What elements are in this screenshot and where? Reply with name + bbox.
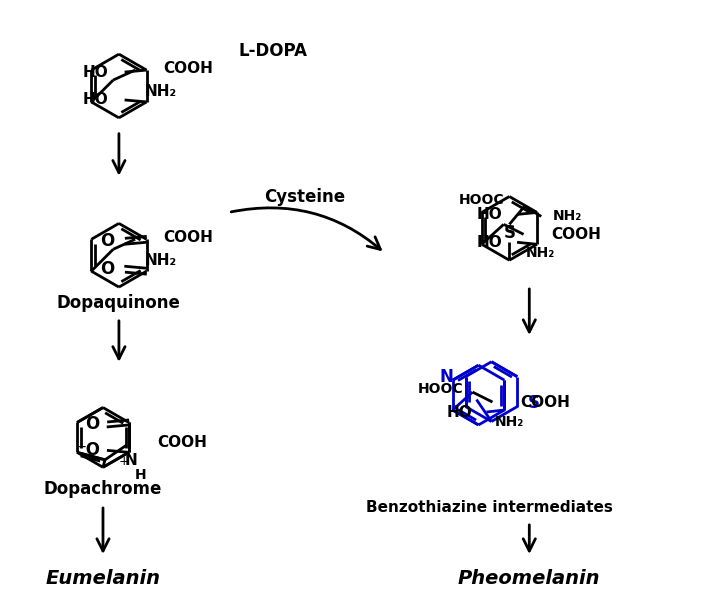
Text: NH₂: NH₂ [145,84,177,99]
Text: N: N [440,368,453,386]
Text: HO: HO [83,65,109,79]
Text: L-DOPA: L-DOPA [238,42,307,60]
Text: NH₂: NH₂ [494,415,524,429]
Text: +: + [119,455,129,468]
Text: Dopaquinone: Dopaquinone [57,294,181,312]
Text: ⁻O: ⁻O [78,442,101,459]
Text: Benzothiazine intermediates: Benzothiazine intermediates [366,499,613,515]
Text: NH₂: NH₂ [553,210,583,223]
Text: O: O [101,232,115,250]
Text: NH₂: NH₂ [526,246,555,260]
Text: COOH: COOH [520,395,570,410]
Text: HOOC: HOOC [418,382,463,395]
Text: Pheomelanin: Pheomelanin [458,569,600,589]
Text: HO: HO [447,405,472,419]
Text: Cysteine: Cysteine [264,189,346,207]
Text: H: H [135,468,146,482]
Text: O: O [85,416,99,434]
Text: HO: HO [477,235,502,250]
Text: Eumelanin: Eumelanin [46,569,160,589]
Text: HOOC: HOOC [459,194,504,207]
Text: HO: HO [83,92,109,108]
Text: COOH: COOH [551,227,601,242]
Text: COOH: COOH [157,435,207,450]
Text: O: O [101,260,115,278]
Text: COOH: COOH [163,61,213,76]
Text: HO: HO [477,207,502,222]
Text: COOH: COOH [163,230,213,245]
Text: Dopachrome: Dopachrome [44,480,162,498]
Text: S: S [503,224,515,242]
Text: NH₂: NH₂ [145,253,177,268]
Text: S: S [527,394,539,411]
Text: N: N [125,453,138,468]
